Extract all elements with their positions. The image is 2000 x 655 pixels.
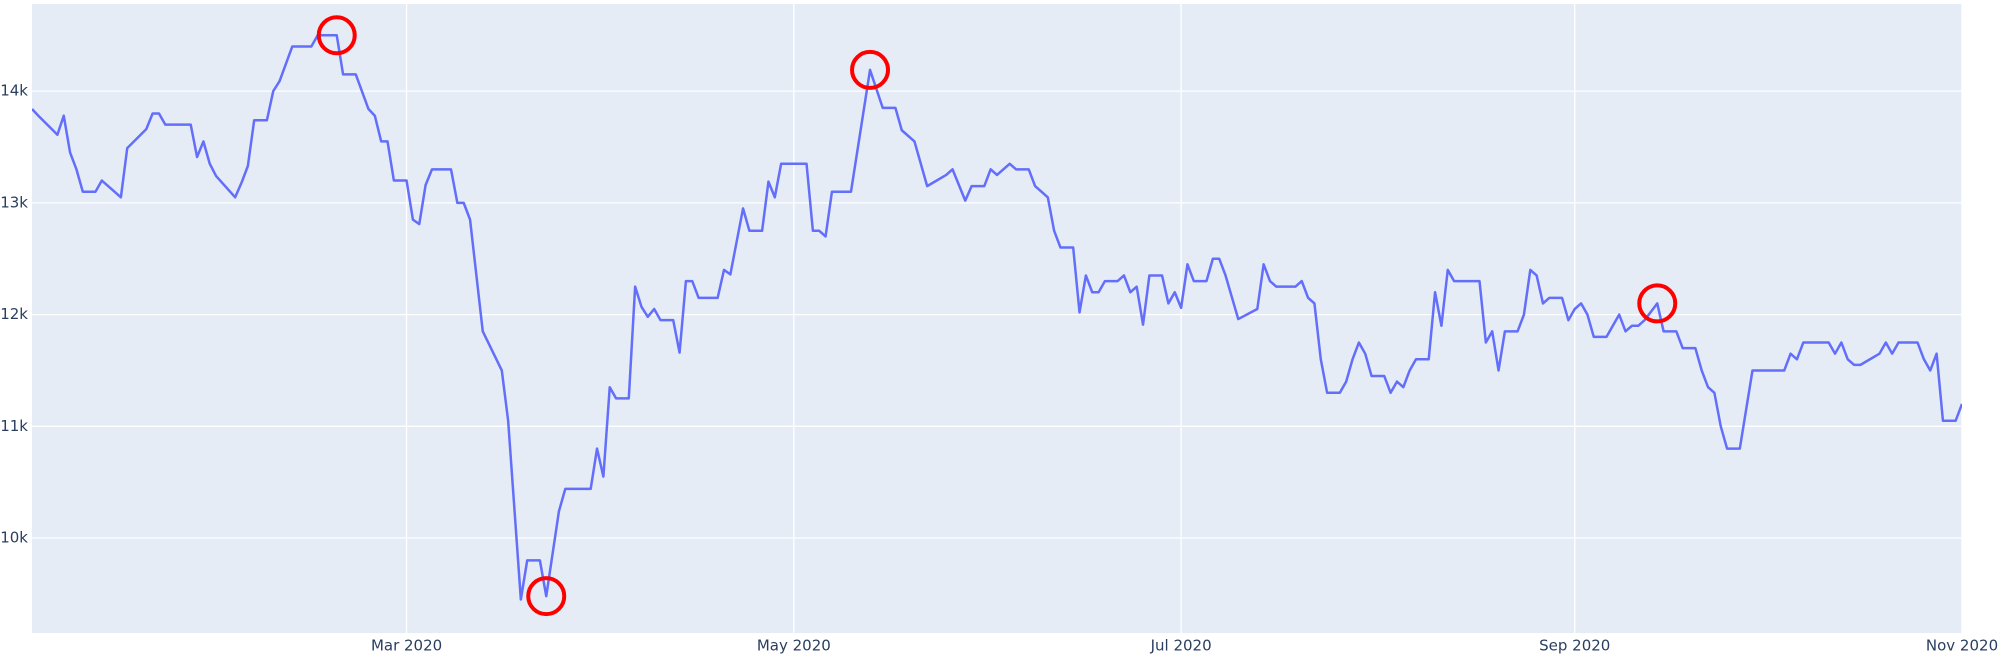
y-tick-label: 11k (0, 417, 28, 435)
x-tick-label: Mar 2020 (371, 637, 442, 655)
x-tick-label: Jul 2020 (1150, 637, 1212, 655)
plot-area (32, 34, 1962, 601)
y-tick-label: 14k (0, 82, 28, 100)
x-tick-label: Sep 2020 (1539, 637, 1610, 655)
highlight-marker (1637, 283, 1678, 324)
highlight-marker (316, 15, 357, 56)
line-series (32, 34, 1962, 601)
y-tick-label: 10k (0, 529, 28, 547)
x-tick-label: May 2020 (757, 637, 831, 655)
y-tick-label: 13k (0, 193, 28, 211)
highlight-marker (850, 49, 891, 90)
x-tick-label: Nov 2020 (1926, 637, 1998, 655)
highlight-marker (526, 576, 567, 617)
plot-background (32, 4, 1962, 633)
y-tick-label: 12k (0, 305, 28, 323)
